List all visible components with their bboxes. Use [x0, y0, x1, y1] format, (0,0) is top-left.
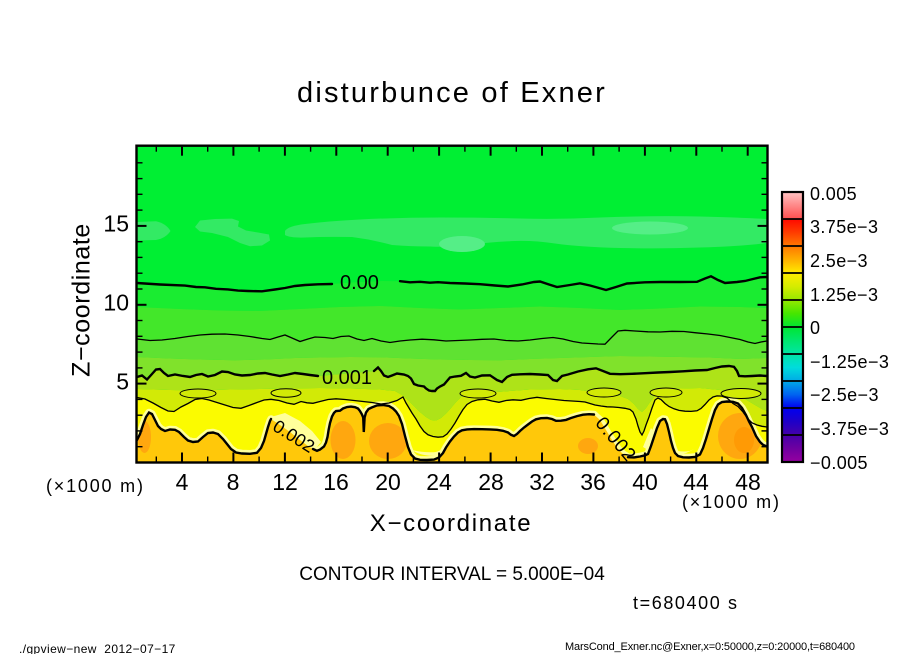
- svg-text:0.001: 0.001: [322, 367, 372, 389]
- svg-text:0.00: 0.00: [340, 272, 379, 294]
